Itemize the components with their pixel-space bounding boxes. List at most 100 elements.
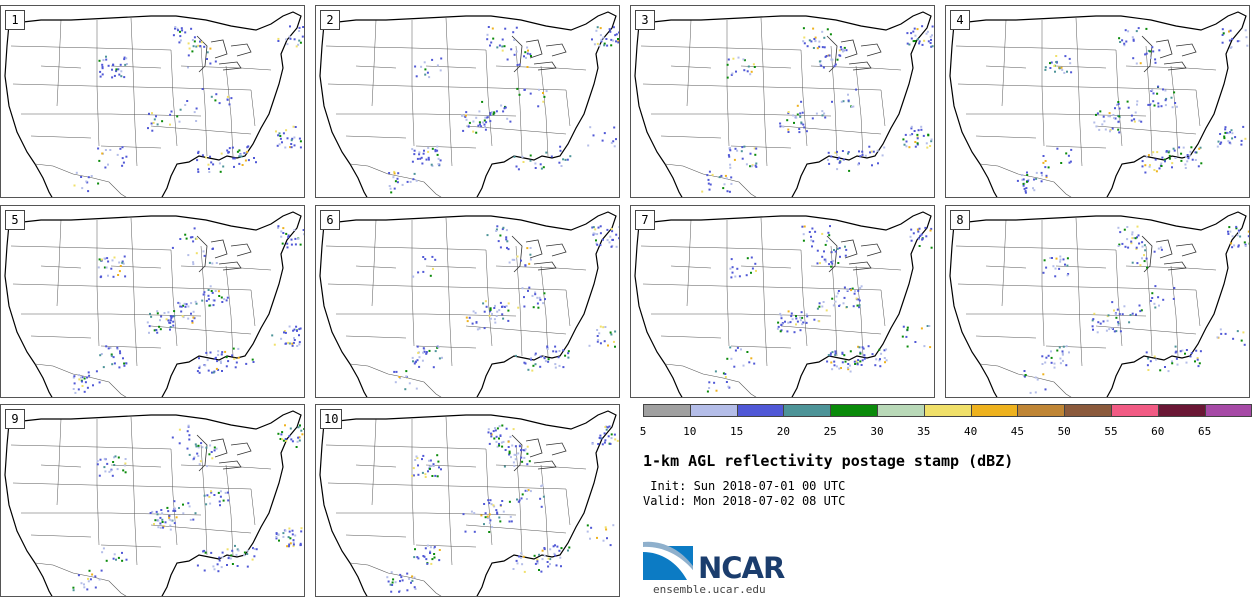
echo-pixel <box>596 42 599 45</box>
echo-pixel <box>859 155 862 158</box>
echo-pixel <box>483 119 486 122</box>
echo-pixel <box>98 159 101 162</box>
echo-pixel <box>273 343 276 346</box>
echo-pixel <box>1162 88 1164 91</box>
echo-pixel <box>421 471 424 474</box>
echo-pixel <box>1114 107 1116 110</box>
echo-pixel <box>255 548 258 551</box>
echo-pixel <box>918 42 921 45</box>
echo-pixel <box>101 73 104 76</box>
echo-pixel <box>1234 136 1237 139</box>
great-lake-outline <box>196 235 208 273</box>
echo-pixel <box>1024 190 1027 193</box>
echo-pixel <box>484 512 487 515</box>
echo-pixel <box>175 516 178 519</box>
echo-pixel <box>1154 285 1157 288</box>
echo-pixel <box>908 43 911 46</box>
echo-pixel <box>462 513 465 516</box>
echo-pixel <box>1115 316 1118 319</box>
echo-pixel <box>154 519 157 522</box>
echo-pixel <box>740 348 742 351</box>
echo-pixel <box>193 317 196 320</box>
echo-pixel <box>800 311 803 314</box>
state-border <box>40 65 82 69</box>
echo-pixel <box>560 565 562 568</box>
echo-pixel <box>755 147 758 150</box>
echo-pixel <box>160 315 163 318</box>
echo-pixel <box>1157 247 1160 250</box>
echo-pixel <box>298 436 301 439</box>
echo-pixel <box>790 312 793 315</box>
echo-pixel <box>413 576 416 579</box>
echo-pixel <box>123 58 126 61</box>
echo-pixel <box>802 123 805 126</box>
echo-pixel <box>253 548 256 550</box>
echo-pixel <box>927 40 930 43</box>
echo-pixel <box>436 346 439 349</box>
state-border <box>565 289 571 327</box>
echo-pixel <box>910 127 913 130</box>
echo-pixel <box>103 266 106 269</box>
echo-pixel <box>119 350 121 353</box>
echo-pixel <box>1045 176 1048 179</box>
echo-pixel <box>423 149 425 152</box>
echo-pixel <box>156 312 159 315</box>
echo-pixel <box>205 503 208 506</box>
state-border <box>130 217 138 367</box>
echo-pixel <box>847 152 849 155</box>
echo-pixel <box>608 425 611 428</box>
echo-pixel <box>742 58 745 61</box>
echo-pixel <box>483 310 486 313</box>
echo-pixel <box>225 356 228 359</box>
echo-pixel <box>192 310 195 313</box>
echo-pixel <box>217 353 220 356</box>
map-panel-4: 4 <box>945 5 1250 198</box>
echo-pixel <box>872 150 875 153</box>
echo-pixel <box>1221 41 1224 44</box>
echo-pixel <box>613 126 616 129</box>
echo-pixel <box>1175 357 1178 360</box>
state-border <box>1170 265 1179 357</box>
echo-pixel <box>174 26 177 28</box>
echo-pixel <box>491 526 493 529</box>
echo-pixel <box>916 133 919 136</box>
echo-pixel <box>603 132 606 135</box>
echo-pixel <box>787 321 790 324</box>
echo-pixel <box>830 155 833 158</box>
echo-pixel <box>1143 260 1146 263</box>
echo-pixel <box>119 63 122 66</box>
great-lake-outline <box>1175 43 1197 57</box>
echo-pixel <box>586 530 589 533</box>
echo-pixel <box>412 474 415 477</box>
echo-pixel <box>298 39 301 42</box>
colorbar-tick-label: 10 <box>683 425 697 438</box>
echo-pixel <box>1149 103 1151 106</box>
echo-pixel <box>877 162 879 165</box>
echo-pixel <box>599 225 602 228</box>
echo-pixel <box>476 328 479 331</box>
echo-pixel <box>779 330 782 333</box>
echo-pixel <box>181 29 184 32</box>
echo-pixel <box>720 174 723 177</box>
echo-pixel <box>1042 161 1045 164</box>
echo-pixel <box>503 107 506 110</box>
echo-pixel <box>188 438 191 441</box>
echo-pixel <box>517 306 520 309</box>
echo-pixel <box>813 318 816 321</box>
echo-pixel <box>390 590 393 593</box>
echo-pixel <box>433 556 436 559</box>
echo-pixel <box>415 455 418 458</box>
echo-pixel <box>523 305 526 308</box>
echo-pixel <box>856 304 859 307</box>
echo-pixel <box>1186 160 1189 163</box>
echo-pixel <box>117 274 120 276</box>
echo-pixel <box>484 126 486 128</box>
echo-pixel <box>861 153 864 156</box>
echo-pixel <box>1137 234 1140 237</box>
echo-pixel <box>395 370 398 373</box>
echo-pixel <box>169 528 172 531</box>
echo-pixel <box>1235 227 1238 230</box>
echo-pixel <box>858 304 861 307</box>
echo-pixel <box>1153 355 1156 358</box>
echo-pixel <box>499 246 502 249</box>
